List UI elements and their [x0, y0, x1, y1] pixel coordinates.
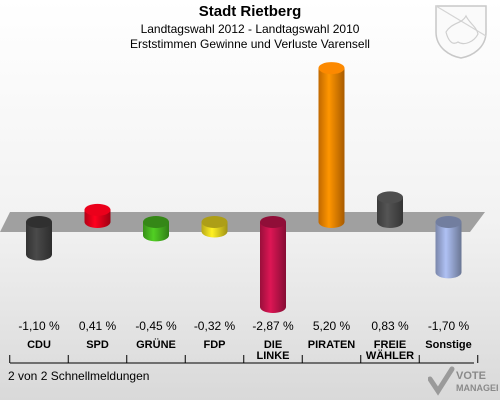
value-label: 0,83 % [371, 319, 409, 333]
chart-election-line: Landtagswahl 2012 - Landtagswahl 2010 [140, 22, 360, 36]
bar-fdp [201, 216, 228, 238]
category-label-line: FDP [203, 339, 226, 351]
bar-die-linke [260, 216, 286, 313]
category-label-line: SPD [86, 339, 109, 351]
category-label: PIRATEN [303, 340, 361, 351]
category-label: CDU [10, 340, 68, 351]
logo-line1: VOTE [456, 370, 486, 382]
category-label-line: PIRATEN [307, 339, 356, 351]
category-label: FDP [186, 340, 244, 351]
vote-manager-logo: VOTE MANAGER [428, 366, 498, 396]
category-label-line: GRÜNE [136, 339, 176, 351]
value-label: -0,45 % [135, 319, 177, 333]
bar-piraten [318, 62, 345, 228]
bar-spd [84, 203, 111, 228]
category-label-line: WÄHLER [365, 350, 415, 362]
value-label: -1,70 % [427, 319, 470, 333]
bar-cdu [26, 216, 52, 261]
value-label: 5,20 % [312, 319, 351, 333]
category-label: DIE LINKE [244, 340, 302, 362]
coat-of-arms-icon [435, 5, 487, 59]
value-label: -1,10 % [18, 319, 60, 333]
category-label: GRÜNE [127, 340, 185, 351]
bar-sonstige [435, 216, 462, 279]
category-label-line: FREIE [373, 339, 407, 351]
chart-subtitle: Erststimmen Gewinne und Verluste Varense… [130, 37, 370, 51]
value-label: -0,32 % [193, 319, 236, 333]
value-label: 0,41 % [78, 319, 117, 333]
category-label: Sonstige [420, 340, 478, 351]
zero-baseline-plane [0, 212, 485, 232]
footer-note: 2 von 2 Schnellmeldungen [8, 369, 150, 383]
category-label-line: Sonstige [425, 339, 472, 351]
category-label: FREIE WÄHLER [361, 340, 419, 362]
value-label: -2,87 % [252, 319, 294, 333]
category-label-line: DIE [263, 339, 283, 351]
bar-gr-ne [143, 216, 169, 242]
chart-title: Stadt Rietberg [198, 3, 302, 20]
category-label: SPD [69, 340, 127, 351]
category-label-line: LINKE [256, 350, 290, 362]
category-label-line: CDU [27, 339, 51, 351]
logo-line2: MANAGER [456, 383, 498, 393]
bar-freie-w-hler [377, 191, 403, 228]
